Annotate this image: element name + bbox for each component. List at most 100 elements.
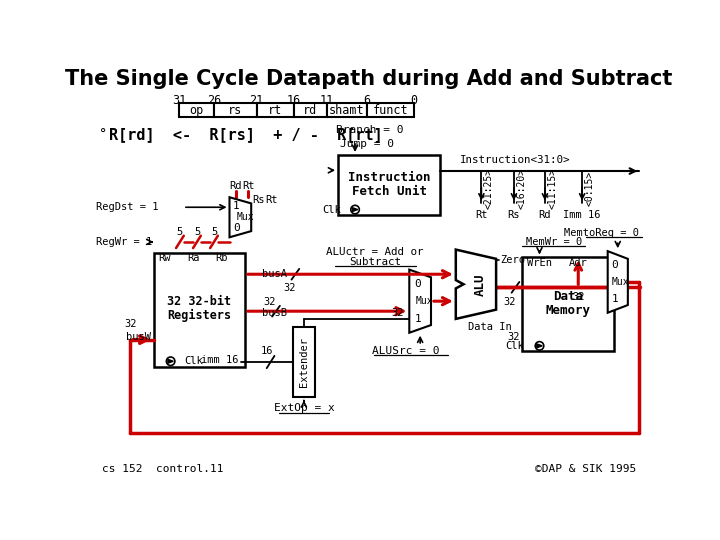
Text: Data In: Data In xyxy=(468,322,512,332)
Text: 32 32-bit: 32 32-bit xyxy=(167,295,231,308)
Text: busW: busW xyxy=(125,333,150,342)
Text: 21: 21 xyxy=(250,94,264,107)
Text: <16:20>: <16:20> xyxy=(516,167,526,208)
Text: Instruction<31:0>: Instruction<31:0> xyxy=(459,156,570,165)
Polygon shape xyxy=(352,208,358,212)
Text: Rd: Rd xyxy=(230,181,242,192)
Text: busA: busA xyxy=(262,269,287,279)
Text: Clk: Clk xyxy=(323,205,341,214)
Text: Mux: Mux xyxy=(236,212,254,222)
Circle shape xyxy=(166,357,175,366)
Text: 1: 1 xyxy=(415,314,421,324)
Text: Adr: Adr xyxy=(569,258,588,268)
Polygon shape xyxy=(168,359,174,363)
Circle shape xyxy=(351,205,359,214)
Text: Imm 16: Imm 16 xyxy=(563,210,601,220)
Text: rt: rt xyxy=(268,104,282,117)
Text: rd: rd xyxy=(303,104,318,117)
Text: Extender: Extender xyxy=(299,337,309,387)
Text: 0: 0 xyxy=(415,279,421,288)
Text: cs 152  control.11: cs 152 control.11 xyxy=(102,464,223,474)
Text: RegWr = 1: RegWr = 1 xyxy=(96,237,153,247)
Text: 26: 26 xyxy=(207,94,221,107)
Text: <0:15>: <0:15> xyxy=(585,171,595,206)
Text: Clk: Clk xyxy=(184,356,203,366)
Text: 0: 0 xyxy=(611,260,618,269)
Circle shape xyxy=(535,342,544,350)
Text: 16: 16 xyxy=(261,346,273,356)
Text: MemtoReg = 0: MemtoReg = 0 xyxy=(564,228,639,238)
Text: Instruction: Instruction xyxy=(348,171,431,184)
Text: ExtOp = x: ExtOp = x xyxy=(274,403,334,413)
Text: 32: 32 xyxy=(264,297,276,307)
Text: 5: 5 xyxy=(177,227,183,237)
Text: 32: 32 xyxy=(572,292,585,301)
Text: 1: 1 xyxy=(611,294,618,304)
Bar xyxy=(293,327,315,397)
Polygon shape xyxy=(608,251,628,313)
Text: Rt: Rt xyxy=(242,181,254,192)
Text: Clk: Clk xyxy=(505,341,524,351)
Polygon shape xyxy=(409,269,431,333)
Polygon shape xyxy=(230,197,251,237)
Text: 6: 6 xyxy=(363,94,370,107)
Text: <11:15>: <11:15> xyxy=(547,167,557,208)
Text: Rw: Rw xyxy=(158,253,171,263)
Text: Fetch Unit: Fetch Unit xyxy=(351,185,427,198)
Text: WrEn: WrEn xyxy=(527,258,552,268)
Bar xyxy=(179,103,214,117)
Text: 32: 32 xyxy=(392,308,404,318)
Text: Mux: Mux xyxy=(416,296,433,306)
Text: Rs: Rs xyxy=(253,195,265,205)
Text: 32: 32 xyxy=(504,296,516,307)
Text: rs: rs xyxy=(228,104,243,117)
Text: Ra: Ra xyxy=(188,253,200,263)
Text: 1: 1 xyxy=(233,201,240,211)
Text: Registers: Registers xyxy=(167,309,231,322)
Text: ALUSrc = 0: ALUSrc = 0 xyxy=(372,346,439,356)
Bar xyxy=(214,103,256,117)
Text: Data: Data xyxy=(553,290,583,303)
Text: Memory: Memory xyxy=(546,304,590,317)
Text: ALU: ALU xyxy=(474,273,487,295)
Text: op: op xyxy=(189,104,204,117)
Text: 31: 31 xyxy=(172,94,186,107)
Text: Rt: Rt xyxy=(265,195,278,205)
Text: Branch = 0: Branch = 0 xyxy=(336,125,403,135)
Text: Jump = 0: Jump = 0 xyxy=(341,139,395,149)
Text: 32: 32 xyxy=(124,319,137,329)
Text: funct: funct xyxy=(372,104,408,117)
Text: shamt: shamt xyxy=(329,104,365,117)
Text: ©DAP & SIK 1995: ©DAP & SIK 1995 xyxy=(535,464,636,474)
Text: RegDst = 1: RegDst = 1 xyxy=(96,202,158,212)
Text: The Single Cycle Datapath during Add and Subtract: The Single Cycle Datapath during Add and… xyxy=(66,70,672,90)
Bar xyxy=(366,103,414,117)
Text: ALUctr = Add or: ALUctr = Add or xyxy=(326,247,424,257)
Text: Rt: Rt xyxy=(475,210,487,220)
Text: 0: 0 xyxy=(233,224,240,233)
Bar xyxy=(327,103,366,117)
Text: <21:25>: <21:25> xyxy=(484,167,494,208)
Bar xyxy=(256,103,294,117)
Text: Zero: Zero xyxy=(500,255,525,265)
Text: 5: 5 xyxy=(194,227,200,237)
Text: R[rd]  <-  R[rs]  + / -  R[rt]: R[rd] <- R[rs] + / - R[rt] xyxy=(109,127,383,143)
Text: Rb: Rb xyxy=(215,253,228,263)
Text: 16: 16 xyxy=(287,94,301,107)
Bar xyxy=(338,155,441,215)
Text: MemWr = 0: MemWr = 0 xyxy=(526,237,582,247)
Polygon shape xyxy=(456,249,496,319)
Polygon shape xyxy=(537,344,542,348)
Text: 5: 5 xyxy=(211,227,217,237)
Bar xyxy=(523,257,614,351)
Text: 0: 0 xyxy=(410,94,418,107)
Text: °: ° xyxy=(99,128,108,142)
Text: 32: 32 xyxy=(284,284,296,293)
Text: Rd: Rd xyxy=(539,210,552,220)
Text: Rs: Rs xyxy=(508,210,520,220)
Bar xyxy=(153,253,245,367)
Text: busB: busB xyxy=(262,308,287,318)
Text: 32: 32 xyxy=(507,333,519,342)
Bar xyxy=(294,103,327,117)
Text: imm 16: imm 16 xyxy=(202,355,239,366)
